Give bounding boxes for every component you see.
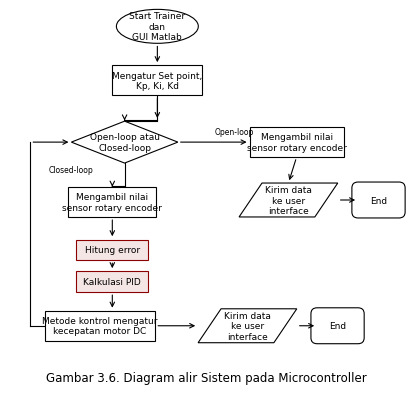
Text: Mengambil nilai
sensor rotary encoder: Mengambil nilai sensor rotary encoder	[247, 133, 347, 152]
Text: Mengambil nilai
sensor rotary encoder: Mengambil nilai sensor rotary encoder	[62, 193, 162, 212]
FancyBboxPatch shape	[352, 182, 405, 219]
Polygon shape	[198, 309, 297, 343]
Text: Kirim data
ke user
interface: Kirim data ke user interface	[265, 186, 312, 215]
Polygon shape	[71, 122, 178, 164]
FancyBboxPatch shape	[249, 128, 344, 158]
Text: Mengatur Set point,
Kp, Ki, Kd: Mengatur Set point, Kp, Ki, Kd	[112, 71, 202, 91]
Text: Metode kontrol mengatur
kecepatan motor DC: Metode kontrol mengatur kecepatan motor …	[42, 316, 158, 336]
Text: End: End	[329, 322, 346, 330]
Text: Closed-loop: Closed-loop	[49, 166, 94, 174]
FancyBboxPatch shape	[76, 240, 148, 261]
FancyBboxPatch shape	[112, 66, 202, 96]
Text: Kalkulasi PID: Kalkulasi PID	[83, 277, 141, 287]
Text: Open-loop atau
Closed-loop: Open-loop atau Closed-loop	[90, 133, 159, 152]
Text: Kirim data
ke user
interface: Kirim data ke user interface	[224, 311, 271, 341]
Text: Hitung error: Hitung error	[85, 246, 140, 255]
FancyBboxPatch shape	[76, 272, 148, 292]
Text: Gambar 3.6. Diagram alir Sistem pada Microcontroller: Gambar 3.6. Diagram alir Sistem pada Mic…	[46, 371, 367, 384]
FancyBboxPatch shape	[311, 308, 364, 344]
FancyBboxPatch shape	[45, 311, 155, 341]
Polygon shape	[239, 184, 338, 217]
Text: Start Trainer
dan
GUI Matlab: Start Trainer dan GUI Matlab	[129, 12, 185, 42]
Ellipse shape	[116, 10, 198, 44]
FancyBboxPatch shape	[68, 188, 157, 217]
Text: End: End	[370, 196, 387, 205]
Text: Open-loop: Open-loop	[215, 128, 254, 137]
